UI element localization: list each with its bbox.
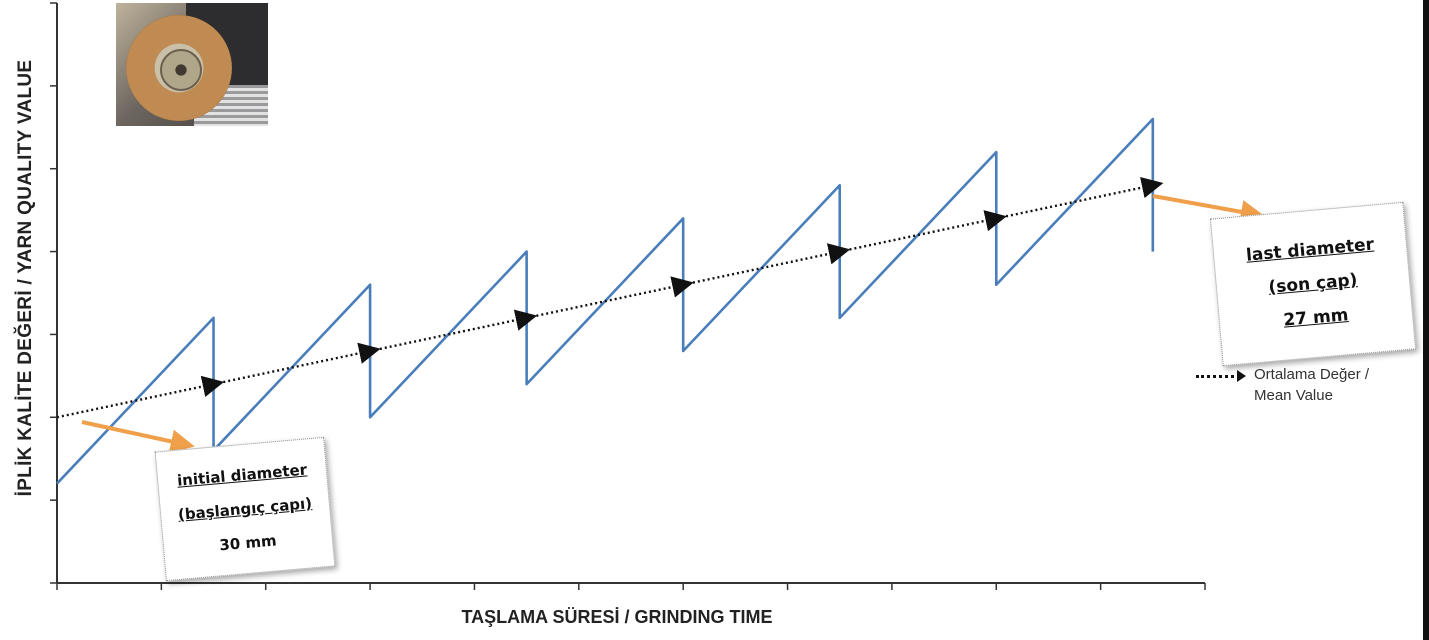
series-mean-segment xyxy=(526,276,694,320)
series-mean-segment xyxy=(996,176,1164,220)
last-callout-arrow xyxy=(1152,194,1265,224)
series-mean-segment xyxy=(56,375,225,419)
wheel-hub xyxy=(160,49,202,91)
series-mean-segment xyxy=(213,342,381,386)
last-diameter-note: last diameter (son çap) 27 mm xyxy=(1209,201,1417,367)
last-note-line3: 27 mm xyxy=(1282,305,1350,331)
series-mean-segment xyxy=(682,243,851,286)
series-mean-segment xyxy=(369,309,538,353)
series-mean-segment xyxy=(839,210,1007,253)
axes xyxy=(50,2,1206,590)
initial-callout-arrow xyxy=(81,420,195,454)
legend-arrow-icon xyxy=(1237,370,1246,382)
legend-label: Ortalama Değer / Mean Value xyxy=(1254,364,1404,406)
series-sawtooth-line xyxy=(56,117,1155,485)
initial-diameter-note: initial diameter (başlangıç çapı) 30 mm xyxy=(154,436,336,582)
series-layer xyxy=(56,117,1164,485)
right-border xyxy=(1423,0,1429,640)
legend-dotted-line xyxy=(1196,375,1240,378)
initial-note-line3: 30 mm xyxy=(218,531,278,555)
legend-label-line2: Mean Value xyxy=(1254,387,1333,404)
grinding-wheel-photo xyxy=(116,3,268,126)
x-axis-label: TAŞLAMA SÜRESİ / GRINDING TIME xyxy=(461,607,773,627)
y-axis-label: İPLİK KALİTE DEĞERİ / YARN QUALITY VALUE xyxy=(15,59,36,497)
callout-arrows xyxy=(81,194,1265,454)
legend-label-line1: Ortalama Değer / xyxy=(1254,366,1370,383)
